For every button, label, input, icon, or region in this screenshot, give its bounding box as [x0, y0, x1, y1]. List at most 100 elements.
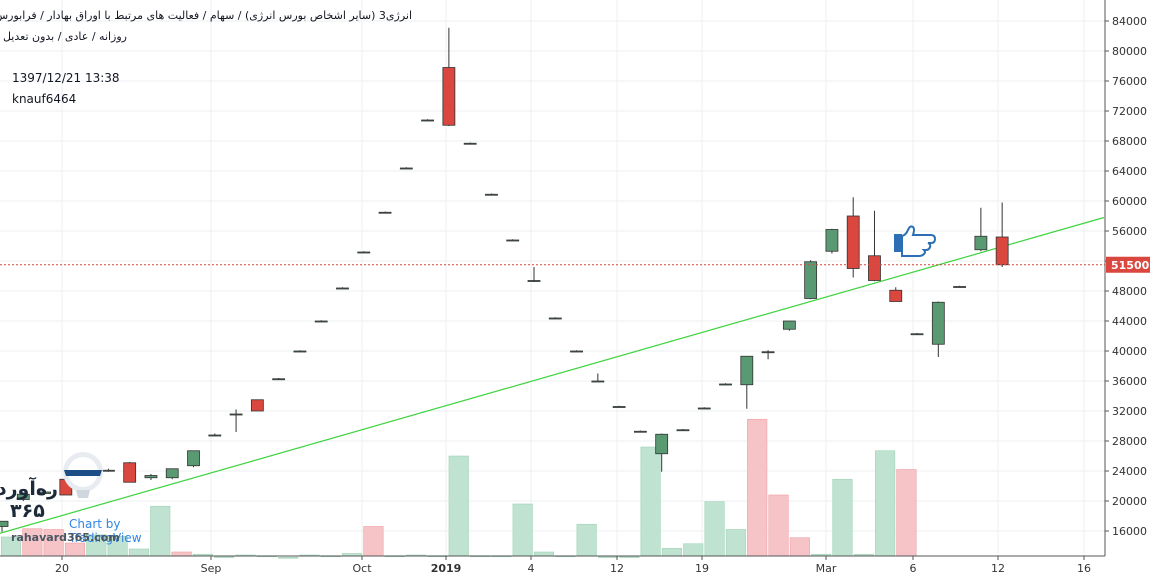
- volume-bar: [661, 547, 682, 557]
- hand-outline: [901, 225, 937, 257]
- candle-body: [761, 351, 775, 354]
- candle-body: [846, 215, 860, 269]
- trendline[interactable]: [0, 216, 1105, 534]
- time-tick-label: 20: [55, 562, 69, 575]
- price-tick-label: 24000: [1112, 465, 1147, 478]
- volume-bar: [128, 548, 149, 557]
- price-tick-label: 32000: [1112, 405, 1147, 418]
- candle-body: [399, 167, 413, 170]
- volume-bar: [747, 418, 768, 557]
- time-tick-label: Sep: [201, 562, 222, 575]
- chart-subtitle: روزانه / عادی / بدون تعدیل: [2, 30, 127, 43]
- price-tick-label: 60000: [1112, 195, 1147, 208]
- candle-body: [208, 434, 222, 437]
- candle-body: [655, 433, 669, 455]
- price-tick-label: 80000: [1112, 45, 1147, 58]
- candle-body: [485, 193, 498, 196]
- candle-body: [293, 350, 307, 353]
- tradingview-attribution[interactable]: Chart by TradingView: [69, 517, 142, 545]
- volume-bar: [896, 469, 917, 557]
- candle-body: [229, 413, 243, 416]
- candle-body: [634, 430, 647, 433]
- pointing-hand-icon: [894, 225, 937, 257]
- volume-bar: [171, 551, 192, 557]
- price-axis[interactable]: 16000 20000 24000 28000 32000 36000 40000 44000…: [1104, 0, 1150, 556]
- candle-body: [910, 333, 924, 336]
- candle-body: [889, 289, 903, 302]
- grid: [0, 0, 1105, 556]
- time-tick-label: 12: [991, 562, 1005, 575]
- candle-body: [825, 229, 839, 252]
- time-tick-label: Oct: [352, 562, 372, 575]
- candle-body: [357, 251, 371, 254]
- volume-bar: [150, 505, 171, 557]
- trendline-segment: [0, 216, 1105, 534]
- volume-bar: [640, 446, 661, 557]
- volume-bar: [768, 494, 789, 557]
- volume-bar: [576, 523, 597, 557]
- candle-body: [16, 493, 30, 500]
- candlesticks[interactable]: [0, 27, 1009, 532]
- price-tick-label: 68000: [1112, 135, 1147, 148]
- volume-bar: [683, 543, 704, 557]
- candle-body: [719, 383, 732, 386]
- volume-bar: [278, 556, 299, 559]
- price-tick-label: 48000: [1112, 285, 1147, 298]
- username: knauf6464: [12, 92, 77, 106]
- site-url[interactable]: rahavard365.com: [11, 531, 120, 544]
- candle-body: [804, 261, 818, 299]
- volume-bar: [789, 537, 810, 557]
- pointing-hand-shape: [894, 225, 937, 257]
- candle-body: [697, 407, 711, 410]
- price-tick-label: 72000: [1112, 105, 1147, 118]
- candle-body: [570, 350, 583, 353]
- candle-body: [527, 280, 541, 282]
- time-tick-label: 16: [1077, 562, 1091, 575]
- candle-body: [740, 355, 754, 386]
- volume-bar: [363, 526, 384, 557]
- hand-cuff: [894, 234, 902, 252]
- lightbulb-icon: [63, 452, 103, 498]
- price-tick-label: 16000: [1112, 525, 1147, 538]
- candle-body: [931, 301, 945, 345]
- price-tick-label: 44000: [1112, 315, 1147, 328]
- price-tick-label: 84000: [1112, 15, 1147, 28]
- candle-body: [506, 239, 520, 242]
- volume-bar: [597, 556, 619, 558]
- candle-body: [187, 450, 200, 467]
- volume-bar: [448, 455, 469, 557]
- timestamp: 1397/12/21 13:38: [12, 71, 120, 85]
- candle-body: [953, 286, 966, 288]
- last-price-badge: [1106, 256, 1150, 273]
- candle-body: [676, 429, 690, 432]
- time-tick-label: 12: [610, 562, 624, 575]
- time-axis[interactable]: 20 Sep Oct 2019 4 12 19 Mar 6 12 16: [0, 555, 1105, 575]
- candle-body: [378, 211, 392, 214]
- price-tick-label: 28000: [1112, 435, 1147, 448]
- candle-body: [38, 491, 51, 494]
- rahavard-logo[interactable]: ره‌آورد ۳۶۵ Chart by TradingView rahavar…: [0, 450, 142, 546]
- candle-body: [272, 378, 286, 381]
- price-tick-label: 76000: [1112, 75, 1147, 88]
- last-price-label: 51500: [1111, 259, 1150, 272]
- candle-body: [442, 67, 456, 126]
- price-tick-label: 64000: [1112, 165, 1147, 178]
- brand-text: ره‌آورد ۳۶۵: [0, 478, 58, 522]
- volume-bar: [704, 501, 725, 557]
- time-tick-label: 2019: [431, 562, 462, 575]
- price-tick-label: 56000: [1112, 225, 1147, 238]
- volume-bar: [533, 551, 555, 557]
- candle-body: [782, 320, 796, 330]
- candle-body: [0, 520, 9, 527]
- candle-body: [421, 119, 435, 122]
- volume-bar: [512, 503, 533, 557]
- price-tick-label: 20000: [1112, 495, 1147, 508]
- price-tick-label: 36000: [1112, 375, 1147, 388]
- candle-body: [144, 475, 158, 479]
- volume-bar: [619, 556, 640, 558]
- volume-bars: [0, 418, 917, 559]
- time-tick-label: 6: [910, 562, 917, 575]
- chart-title: انرژی3 (سایر اشخاص بورس انرژی) / سهام / …: [0, 9, 412, 22]
- time-tick-label: 4: [528, 562, 535, 575]
